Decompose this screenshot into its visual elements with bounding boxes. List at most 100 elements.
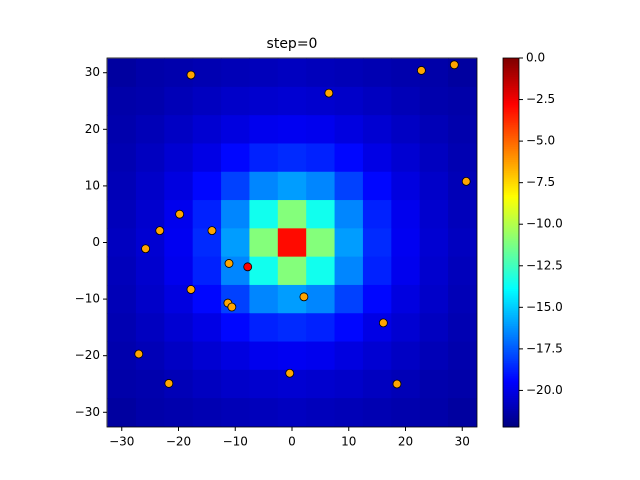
heat-cell (107, 398, 137, 427)
heat-cell (391, 256, 421, 286)
heat-cell (164, 256, 194, 286)
colorbar-segment (503, 137, 519, 140)
heat-cell (192, 58, 222, 88)
colorbar-segment (503, 142, 519, 146)
heat-cell (362, 115, 392, 144)
heat-cell (249, 86, 279, 116)
heat-cell (107, 256, 137, 286)
colorbar-segment (503, 203, 519, 207)
heat-cell (277, 398, 307, 427)
colorbar-segment (503, 362, 519, 365)
heat-cell (135, 284, 165, 314)
heat-cell (249, 369, 279, 399)
colorbar-segment (503, 373, 519, 376)
colorbar-segment (503, 104, 519, 107)
heat-cell (334, 115, 364, 144)
scatter-point (134, 349, 144, 359)
colorbar-segment (503, 187, 519, 190)
heat-cell (249, 58, 279, 88)
heat-cell (306, 369, 336, 399)
colorbar-segment (503, 166, 519, 170)
heat-cell (164, 171, 194, 201)
heat-cell (391, 313, 421, 343)
heat-cell (362, 86, 392, 116)
heat-cell (419, 143, 449, 173)
heat-cell (419, 284, 449, 314)
colorbar-segment (503, 170, 519, 173)
colorbar-segment (503, 401, 519, 404)
colorbar-segment (503, 65, 519, 68)
colorbar-segment (503, 87, 519, 90)
heat-cell (448, 228, 477, 258)
colorbar-segment (503, 277, 519, 280)
colorbar-segment (503, 355, 519, 358)
heat-cell (277, 86, 307, 116)
colorbar-segment (503, 76, 519, 79)
colorbar-segment (503, 249, 519, 253)
heat-cell (362, 398, 392, 427)
heat-cell (192, 398, 222, 427)
heat-cell (249, 256, 279, 286)
colorbar-segment (503, 155, 519, 159)
heat-cell (306, 228, 336, 258)
heat-cell (306, 171, 336, 201)
colorbar-segment (503, 283, 519, 286)
colorbar-segment (503, 275, 519, 279)
heat-cell (419, 256, 449, 286)
colorbar-segment (503, 419, 519, 422)
colorbar-segment (503, 327, 519, 330)
colorbar-segment (503, 266, 519, 269)
y-tick-label: 20 (85, 122, 100, 136)
heat-cell (448, 341, 477, 371)
heat-cell (334, 228, 364, 258)
heat-cell (362, 171, 392, 201)
colorbar-segment (503, 118, 519, 122)
heat-cell (107, 341, 137, 371)
heat-cell (334, 58, 364, 88)
colorbar-segment (503, 222, 519, 225)
colorbar-segment (503, 369, 519, 373)
heat-cell (391, 398, 421, 427)
colorbar-segment (503, 312, 519, 315)
colorbar-segment (503, 281, 519, 284)
colorbar-segment (503, 347, 519, 351)
heat-cell (391, 171, 421, 201)
colorbar-segment (503, 89, 519, 92)
heat-cell (107, 171, 137, 201)
colorbar-segment (503, 63, 519, 66)
heat-cell (107, 200, 137, 229)
heat-cell (221, 313, 250, 343)
heat-cell (135, 58, 165, 88)
heat-cell (192, 313, 222, 343)
colorbar-segment (503, 377, 519, 380)
y-tick-label: −20 (75, 348, 100, 362)
colorbar-segment (503, 332, 519, 336)
colorbar-segment (503, 270, 519, 273)
x-tick-label: −30 (109, 435, 134, 449)
colorbar-segment (503, 356, 519, 360)
colorbar-segment (503, 80, 519, 83)
heat-cell (306, 313, 336, 343)
colorbar-segment (503, 141, 519, 144)
heat-cell (107, 115, 137, 144)
heat-cell (107, 143, 137, 173)
heat-cell (306, 256, 336, 286)
colorbar-segment (503, 399, 519, 402)
heat-cell (135, 171, 165, 201)
heat-cell (419, 200, 449, 229)
heat-cell (107, 58, 137, 88)
colorbar-segment (503, 93, 519, 96)
colorbar-segment (503, 174, 519, 177)
colorbar-segment (503, 321, 519, 325)
heat-cell (221, 398, 250, 427)
heat-cell (249, 171, 279, 201)
heat-cell (306, 284, 336, 314)
colorbar-segment (503, 264, 519, 267)
x-tick-label: 0 (288, 435, 296, 449)
colorbar-segment (503, 342, 519, 345)
heat-cell (277, 256, 307, 286)
heat-cell (249, 143, 279, 173)
colorbar-segment (503, 181, 519, 184)
heat-cell (419, 115, 449, 144)
y-tick-label: −10 (75, 292, 100, 306)
